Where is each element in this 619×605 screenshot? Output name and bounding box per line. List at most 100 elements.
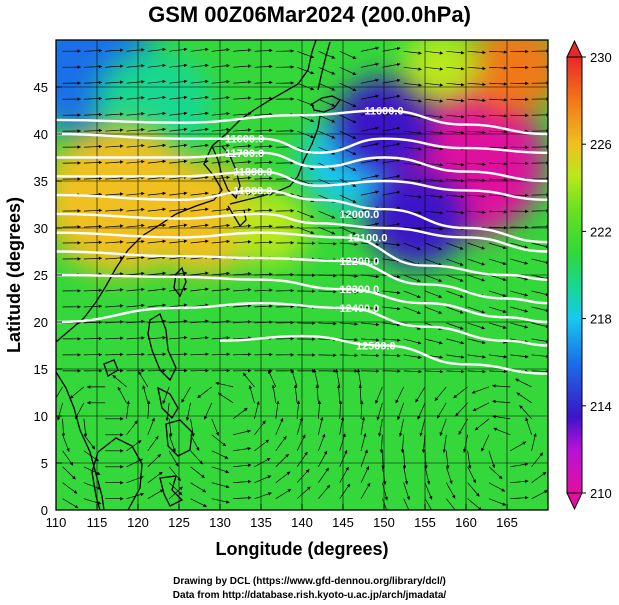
- streamline-arrow: [190, 79, 209, 84]
- streamline-arrow: [211, 239, 231, 244]
- streamline-arrow: [446, 50, 465, 55]
- streamline-arrow: [339, 258, 359, 262]
- streamline-arrow: [57, 402, 63, 421]
- y-tick-label: 15: [34, 362, 48, 377]
- streamline-arrow: [105, 144, 124, 148]
- streamline-arrow: [488, 274, 507, 282]
- streamline-arrow: [62, 466, 76, 480]
- streamline-arrow: [254, 401, 260, 419]
- streamline-arrow: [339, 322, 359, 326]
- streamline-arrow: [424, 242, 443, 251]
- streamline-arrow: [254, 160, 273, 165]
- streamline-arrow: [105, 208, 124, 212]
- streamline-arrow: [169, 352, 188, 356]
- streamline-arrow: [211, 466, 230, 474]
- streamline-arrow: [275, 471, 291, 483]
- streamline-arrow: [424, 50, 444, 55]
- streamline-arrow: [424, 290, 443, 298]
- streamline-arrow: [233, 80, 252, 84]
- streamline-arrow: [467, 194, 486, 198]
- streamline-arrow: [382, 158, 401, 164]
- streamline-arrow: [339, 466, 349, 483]
- colorbar-label: 210: [590, 486, 612, 501]
- streamline-arrow: [446, 210, 465, 215]
- streamline-arrow: [531, 369, 548, 374]
- map-title: GSM 00Z06Mar2024 (200.0hPa): [148, 2, 471, 27]
- coastline-japan-kyushu: [227, 205, 247, 228]
- streamline-arrow: [403, 226, 422, 231]
- plot-area: 11600.0 11600.0 11700.0 11800.0 11900.0 12000…: [56, 40, 548, 510]
- streamline-arrow: [126, 191, 145, 196]
- streamline-arrow: [254, 208, 273, 213]
- streamline-arrow: [510, 242, 529, 249]
- streamline-arrow: [211, 95, 231, 100]
- streamline-arrow: [254, 112, 273, 117]
- streamline-arrow: [318, 226, 336, 235]
- streamline-arrow: [453, 386, 468, 399]
- streamline-arrow: [488, 114, 508, 118]
- streamline-arrow: [83, 434, 96, 450]
- streamline-arrow: [83, 224, 103, 229]
- colorbar-label: 226: [590, 137, 612, 152]
- streamline-arrow: [488, 258, 507, 266]
- streamline-arrow: [254, 128, 273, 133]
- streamline-arrow: [62, 434, 70, 452]
- streamline-arrow: [211, 271, 231, 276]
- streamline-arrow: [296, 50, 315, 59]
- streamline-arrow: [519, 405, 532, 420]
- streamline-arrow: [318, 98, 336, 107]
- streamline-arrow: [382, 290, 401, 295]
- x-axis: 110 115 120 125 130 135 140 145 150 155 160 165: [46, 504, 518, 530]
- streamline-arrow: [83, 48, 103, 53]
- x-tick-label: 125: [168, 515, 190, 530]
- streamline-arrow: [83, 450, 99, 462]
- streamline-arrow: [83, 64, 103, 69]
- streamline-arrow: [83, 304, 103, 309]
- streamline-arrow: [169, 159, 188, 164]
- streamline-arrow: [296, 400, 301, 419]
- streamline-arrow: [126, 96, 145, 100]
- streamline-arrow: [126, 207, 145, 212]
- streamline-arrow: [190, 95, 209, 100]
- streamline-arrow: [233, 48, 252, 52]
- x-tick-label: 145: [332, 515, 354, 530]
- streamline-arrow: [318, 450, 328, 467]
- streamline-arrow: [318, 484, 331, 499]
- streamline-arrow: [105, 80, 124, 84]
- streamline-arrow: [126, 239, 145, 244]
- height-contour-label: 12100.0: [348, 232, 388, 244]
- streamline-arrow: [467, 258, 486, 266]
- streamline-arrow: [126, 319, 145, 324]
- streamline-arrow: [105, 352, 124, 357]
- streamline-arrow: [415, 386, 426, 403]
- streamline-arrow: [382, 190, 401, 196]
- x-tick-label: 110: [46, 515, 67, 530]
- streamline-arrow: [126, 255, 145, 260]
- streamline-arrow: [147, 271, 167, 276]
- height-contour-label: 12300.0: [340, 284, 380, 296]
- streamline-arrow: [105, 112, 124, 116]
- streamline-arrow: [211, 287, 231, 292]
- streamline-arrow: [382, 94, 401, 100]
- height-contour-line: [56, 231, 548, 281]
- streamline-arrow: [147, 335, 167, 340]
- streamline-arrow: [233, 320, 252, 324]
- streamline-arrow: [83, 128, 103, 133]
- streamline-arrow: [403, 369, 423, 374]
- streamline-arrow: [488, 226, 508, 230]
- y-tick-label: 5: [41, 456, 48, 471]
- streamline-arrow: [147, 95, 167, 100]
- streamline-arrow: [105, 224, 124, 228]
- streamline-arrow: [445, 482, 456, 499]
- streamline-arrow: [83, 240, 103, 245]
- streamline-arrow: [126, 400, 130, 419]
- streamline-arrow: [339, 226, 357, 235]
- streamline-arrow: [467, 50, 486, 55]
- streamline-arrow: [525, 417, 532, 435]
- y-tick-label: 25: [34, 268, 48, 283]
- streamline-arrow: [83, 80, 103, 85]
- colorbar-labels: 230 226 222 218 214 210: [582, 50, 612, 501]
- streamline-arrow: [403, 194, 422, 199]
- streamline-arrow: [360, 306, 380, 311]
- streamline-arrow: [376, 402, 383, 421]
